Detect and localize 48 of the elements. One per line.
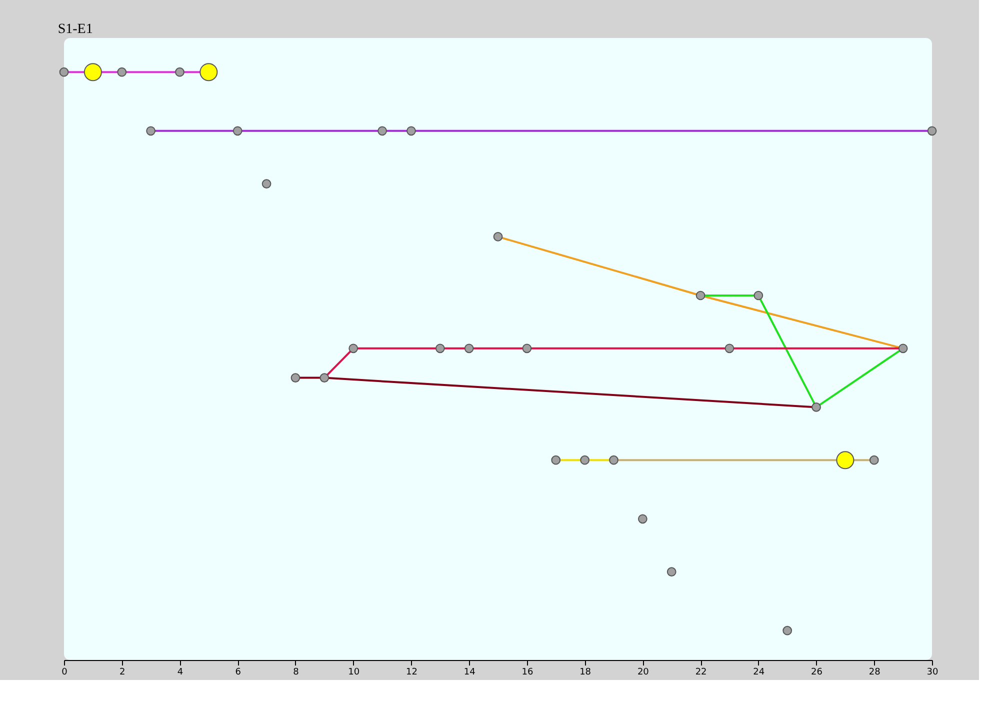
- point: [232, 126, 242, 136]
- x-tick-label: 12: [406, 668, 418, 678]
- point: [551, 455, 561, 465]
- x-tick-label: 0: [62, 668, 68, 678]
- x-tick-label: 26: [811, 668, 823, 678]
- x-tick-label: 8: [293, 668, 300, 678]
- point: [406, 126, 416, 136]
- x-tick-label: 16: [522, 668, 534, 678]
- point: [435, 344, 445, 354]
- point: [696, 290, 706, 300]
- point: [200, 63, 218, 82]
- point: [927, 126, 937, 136]
- point: [262, 179, 272, 188]
- point: [290, 373, 300, 382]
- point: [836, 451, 854, 470]
- point: [638, 514, 648, 524]
- chart-title: S1-E1: [58, 22, 93, 37]
- point: [84, 63, 102, 82]
- x-tick-label: 18: [580, 668, 592, 678]
- point: [117, 67, 127, 77]
- point: [580, 455, 590, 465]
- point: [898, 344, 908, 354]
- point: [348, 344, 358, 354]
- point: [754, 290, 764, 300]
- x-tick-label: 24: [753, 668, 765, 678]
- point: [175, 67, 184, 77]
- x-tick-label: 6: [235, 668, 242, 678]
- point: [378, 126, 387, 136]
- point: [522, 344, 532, 354]
- point: [609, 455, 618, 465]
- x-tick-label: 28: [868, 668, 881, 678]
- point: [464, 344, 474, 354]
- x-tick-label: 14: [464, 668, 476, 678]
- x-tick-label: 2: [120, 668, 126, 678]
- point: [869, 455, 879, 465]
- point: [666, 567, 676, 576]
- point: [59, 67, 69, 77]
- point: [146, 126, 156, 136]
- point: [493, 232, 503, 242]
- x-tick-label: 4: [177, 668, 184, 678]
- x-tick-label: 10: [348, 668, 360, 678]
- x-tick-label: 20: [637, 668, 650, 678]
- point: [812, 402, 821, 412]
- point: [782, 626, 792, 636]
- point: [724, 344, 734, 354]
- x-tick-label: 30: [926, 668, 938, 678]
- point: [320, 373, 330, 382]
- x-tick-label: 22: [695, 668, 707, 678]
